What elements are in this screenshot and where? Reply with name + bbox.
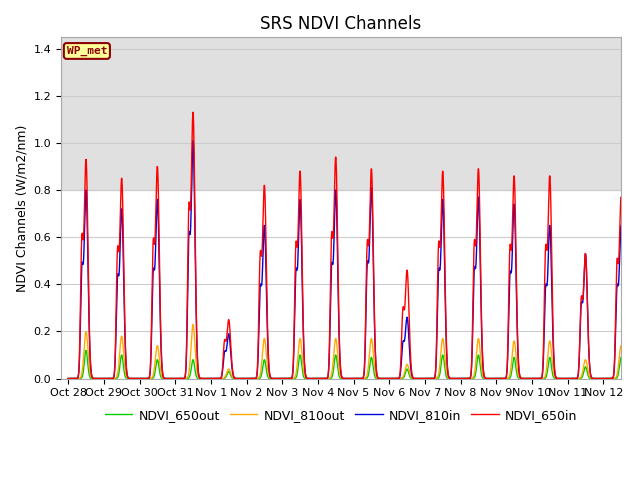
NDVI_650out [488,376,495,382]
NDVI_810in [65,376,72,382]
NDVI_650out [93,376,100,382]
NDVI_810out [189,322,197,327]
Line: NDVI_810out: NDVI_810out [68,324,639,379]
NDVI_650out [65,376,72,382]
NDVI_650in [635,376,640,382]
NDVI_810out [518,376,525,382]
NDVI_650out [271,376,279,382]
Y-axis label: NDVI Channels (W/m2/nm): NDVI Channels (W/m2/nm) [15,124,28,292]
Line: NDVI_650in: NDVI_650in [68,112,639,379]
Legend: NDVI_650out, NDVI_810out, NDVI_810in, NDVI_650in: NDVI_650out, NDVI_810out, NDVI_810in, ND… [100,404,582,427]
NDVI_810in [93,376,100,382]
NDVI_810out [635,376,640,382]
NDVI_810out [65,376,72,382]
NDVI_810in [635,376,640,382]
NDVI_650out [518,376,525,382]
NDVI_650in [402,281,410,287]
NDVI_810in [427,376,435,382]
NDVI_650in [189,109,197,115]
NDVI_650out [427,376,435,382]
Line: NDVI_810in: NDVI_810in [68,141,639,379]
NDVI_810out [427,376,435,382]
NDVI_810in [271,376,279,382]
NDVI_810out [271,376,279,382]
NDVI_810in [402,322,410,328]
Line: NDVI_650out: NDVI_650out [68,350,639,379]
NDVI_650in [93,376,100,382]
NDVI_810out [93,376,100,382]
NDVI_810out [402,363,410,369]
NDVI_650out [402,368,410,374]
NDVI_650in [427,376,435,382]
NDVI_810in [488,376,495,382]
Bar [61,37,621,190]
NDVI_650in [488,376,495,382]
NDVI_650in [518,375,525,381]
Text: WP_met: WP_met [67,46,107,56]
Title: SRS NDVI Channels: SRS NDVI Channels [260,15,422,33]
NDVI_650in [65,376,72,382]
NDVI_650out [635,376,640,382]
NDVI_810in [189,138,197,144]
NDVI_650in [271,376,279,382]
NDVI_810in [518,375,525,381]
NDVI_810out [488,376,495,382]
NDVI_650out [82,348,90,353]
